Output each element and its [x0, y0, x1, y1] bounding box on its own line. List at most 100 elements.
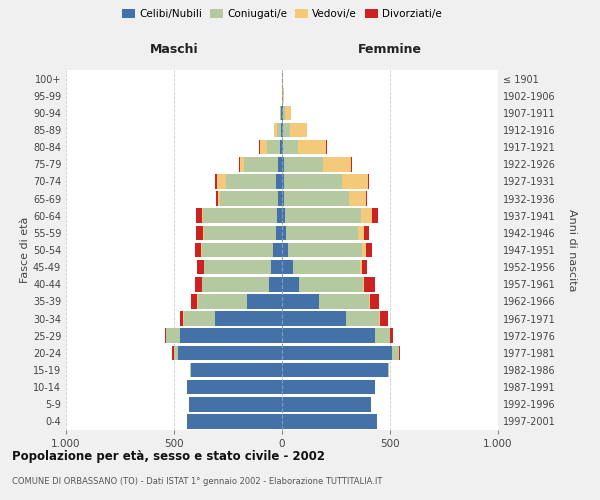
Bar [189, 397, 282, 411]
Text: Femmine: Femmine [358, 44, 422, 57]
Bar [360, 260, 362, 274]
Bar [187, 380, 282, 394]
Bar [282, 122, 283, 138]
Bar [191, 294, 197, 308]
Bar [271, 260, 282, 274]
Bar [260, 140, 267, 154]
Bar [196, 208, 202, 223]
Bar [371, 208, 378, 223]
Bar [282, 208, 285, 223]
Bar [285, 208, 361, 223]
Bar [282, 226, 286, 240]
Bar [358, 226, 364, 240]
Bar [364, 277, 375, 291]
Bar [226, 174, 275, 188]
Bar [282, 294, 319, 308]
Bar [289, 242, 362, 258]
Bar [392, 346, 398, 360]
Bar [282, 380, 375, 394]
Bar [298, 140, 326, 154]
Legend: Celibi/Nubili, Coniugati/e, Vedovi/e, Divorziati/e: Celibi/Nubili, Coniugati/e, Vedovi/e, Di… [118, 5, 446, 24]
Bar [283, 122, 290, 138]
Bar [380, 312, 388, 326]
Bar [191, 362, 282, 378]
Text: Maschi: Maschi [149, 44, 199, 57]
Bar [282, 328, 375, 343]
Bar [282, 312, 346, 326]
Bar [184, 312, 215, 326]
Text: Popolazione per età, sesso e stato civile - 2002: Popolazione per età, sesso e stato civil… [12, 450, 325, 463]
Bar [216, 192, 218, 206]
Bar [282, 140, 283, 154]
Bar [282, 414, 377, 428]
Bar [202, 208, 203, 223]
Bar [361, 208, 371, 223]
Bar [362, 242, 366, 258]
Bar [178, 346, 282, 360]
Y-axis label: Anni di nascita: Anni di nascita [567, 209, 577, 291]
Bar [362, 260, 367, 274]
Bar [194, 242, 201, 258]
Bar [283, 140, 298, 154]
Bar [244, 157, 278, 172]
Bar [286, 226, 358, 240]
Bar [269, 277, 282, 291]
Bar [267, 140, 280, 154]
Bar [277, 122, 281, 138]
Bar [174, 346, 178, 360]
Bar [166, 328, 181, 343]
Bar [190, 362, 191, 378]
Bar [346, 312, 379, 326]
Bar [282, 174, 284, 188]
Bar [366, 192, 367, 206]
Bar [280, 140, 282, 154]
Bar [198, 294, 247, 308]
Bar [203, 208, 277, 223]
Bar [277, 208, 282, 223]
Bar [274, 122, 277, 138]
Bar [391, 328, 392, 343]
Bar [293, 260, 360, 274]
Bar [282, 346, 392, 360]
Text: COMUNE DI ORBASSANO (TO) - Dati ISTAT 1° gennaio 2002 - Elaborazione TUTTITALIA.: COMUNE DI ORBASSANO (TO) - Dati ISTAT 1°… [12, 478, 382, 486]
Bar [370, 294, 379, 308]
Y-axis label: Fasce di età: Fasce di età [20, 217, 30, 283]
Bar [284, 192, 349, 206]
Bar [203, 226, 204, 240]
Bar [283, 88, 284, 103]
Bar [202, 277, 269, 291]
Bar [319, 294, 370, 308]
Bar [349, 192, 366, 206]
Bar [368, 174, 370, 188]
Bar [278, 157, 282, 172]
Bar [282, 397, 371, 411]
Bar [274, 242, 282, 258]
Bar [299, 277, 363, 291]
Bar [388, 362, 389, 378]
Bar [165, 328, 166, 343]
Bar [202, 242, 274, 258]
Bar [363, 277, 364, 291]
Bar [275, 174, 282, 188]
Bar [283, 106, 285, 120]
Bar [281, 122, 282, 138]
Bar [259, 140, 260, 154]
Bar [282, 157, 284, 172]
Bar [282, 277, 299, 291]
Bar [282, 362, 388, 378]
Bar [366, 242, 371, 258]
Bar [172, 346, 173, 360]
Bar [240, 157, 244, 172]
Bar [282, 242, 289, 258]
Bar [204, 226, 275, 240]
Bar [187, 414, 282, 428]
Bar [218, 192, 220, 206]
Bar [282, 192, 284, 206]
Bar [280, 106, 281, 120]
Bar [285, 106, 291, 120]
Bar [351, 157, 352, 172]
Bar [201, 242, 202, 258]
Bar [284, 157, 323, 172]
Bar [180, 312, 183, 326]
Bar [247, 294, 282, 308]
